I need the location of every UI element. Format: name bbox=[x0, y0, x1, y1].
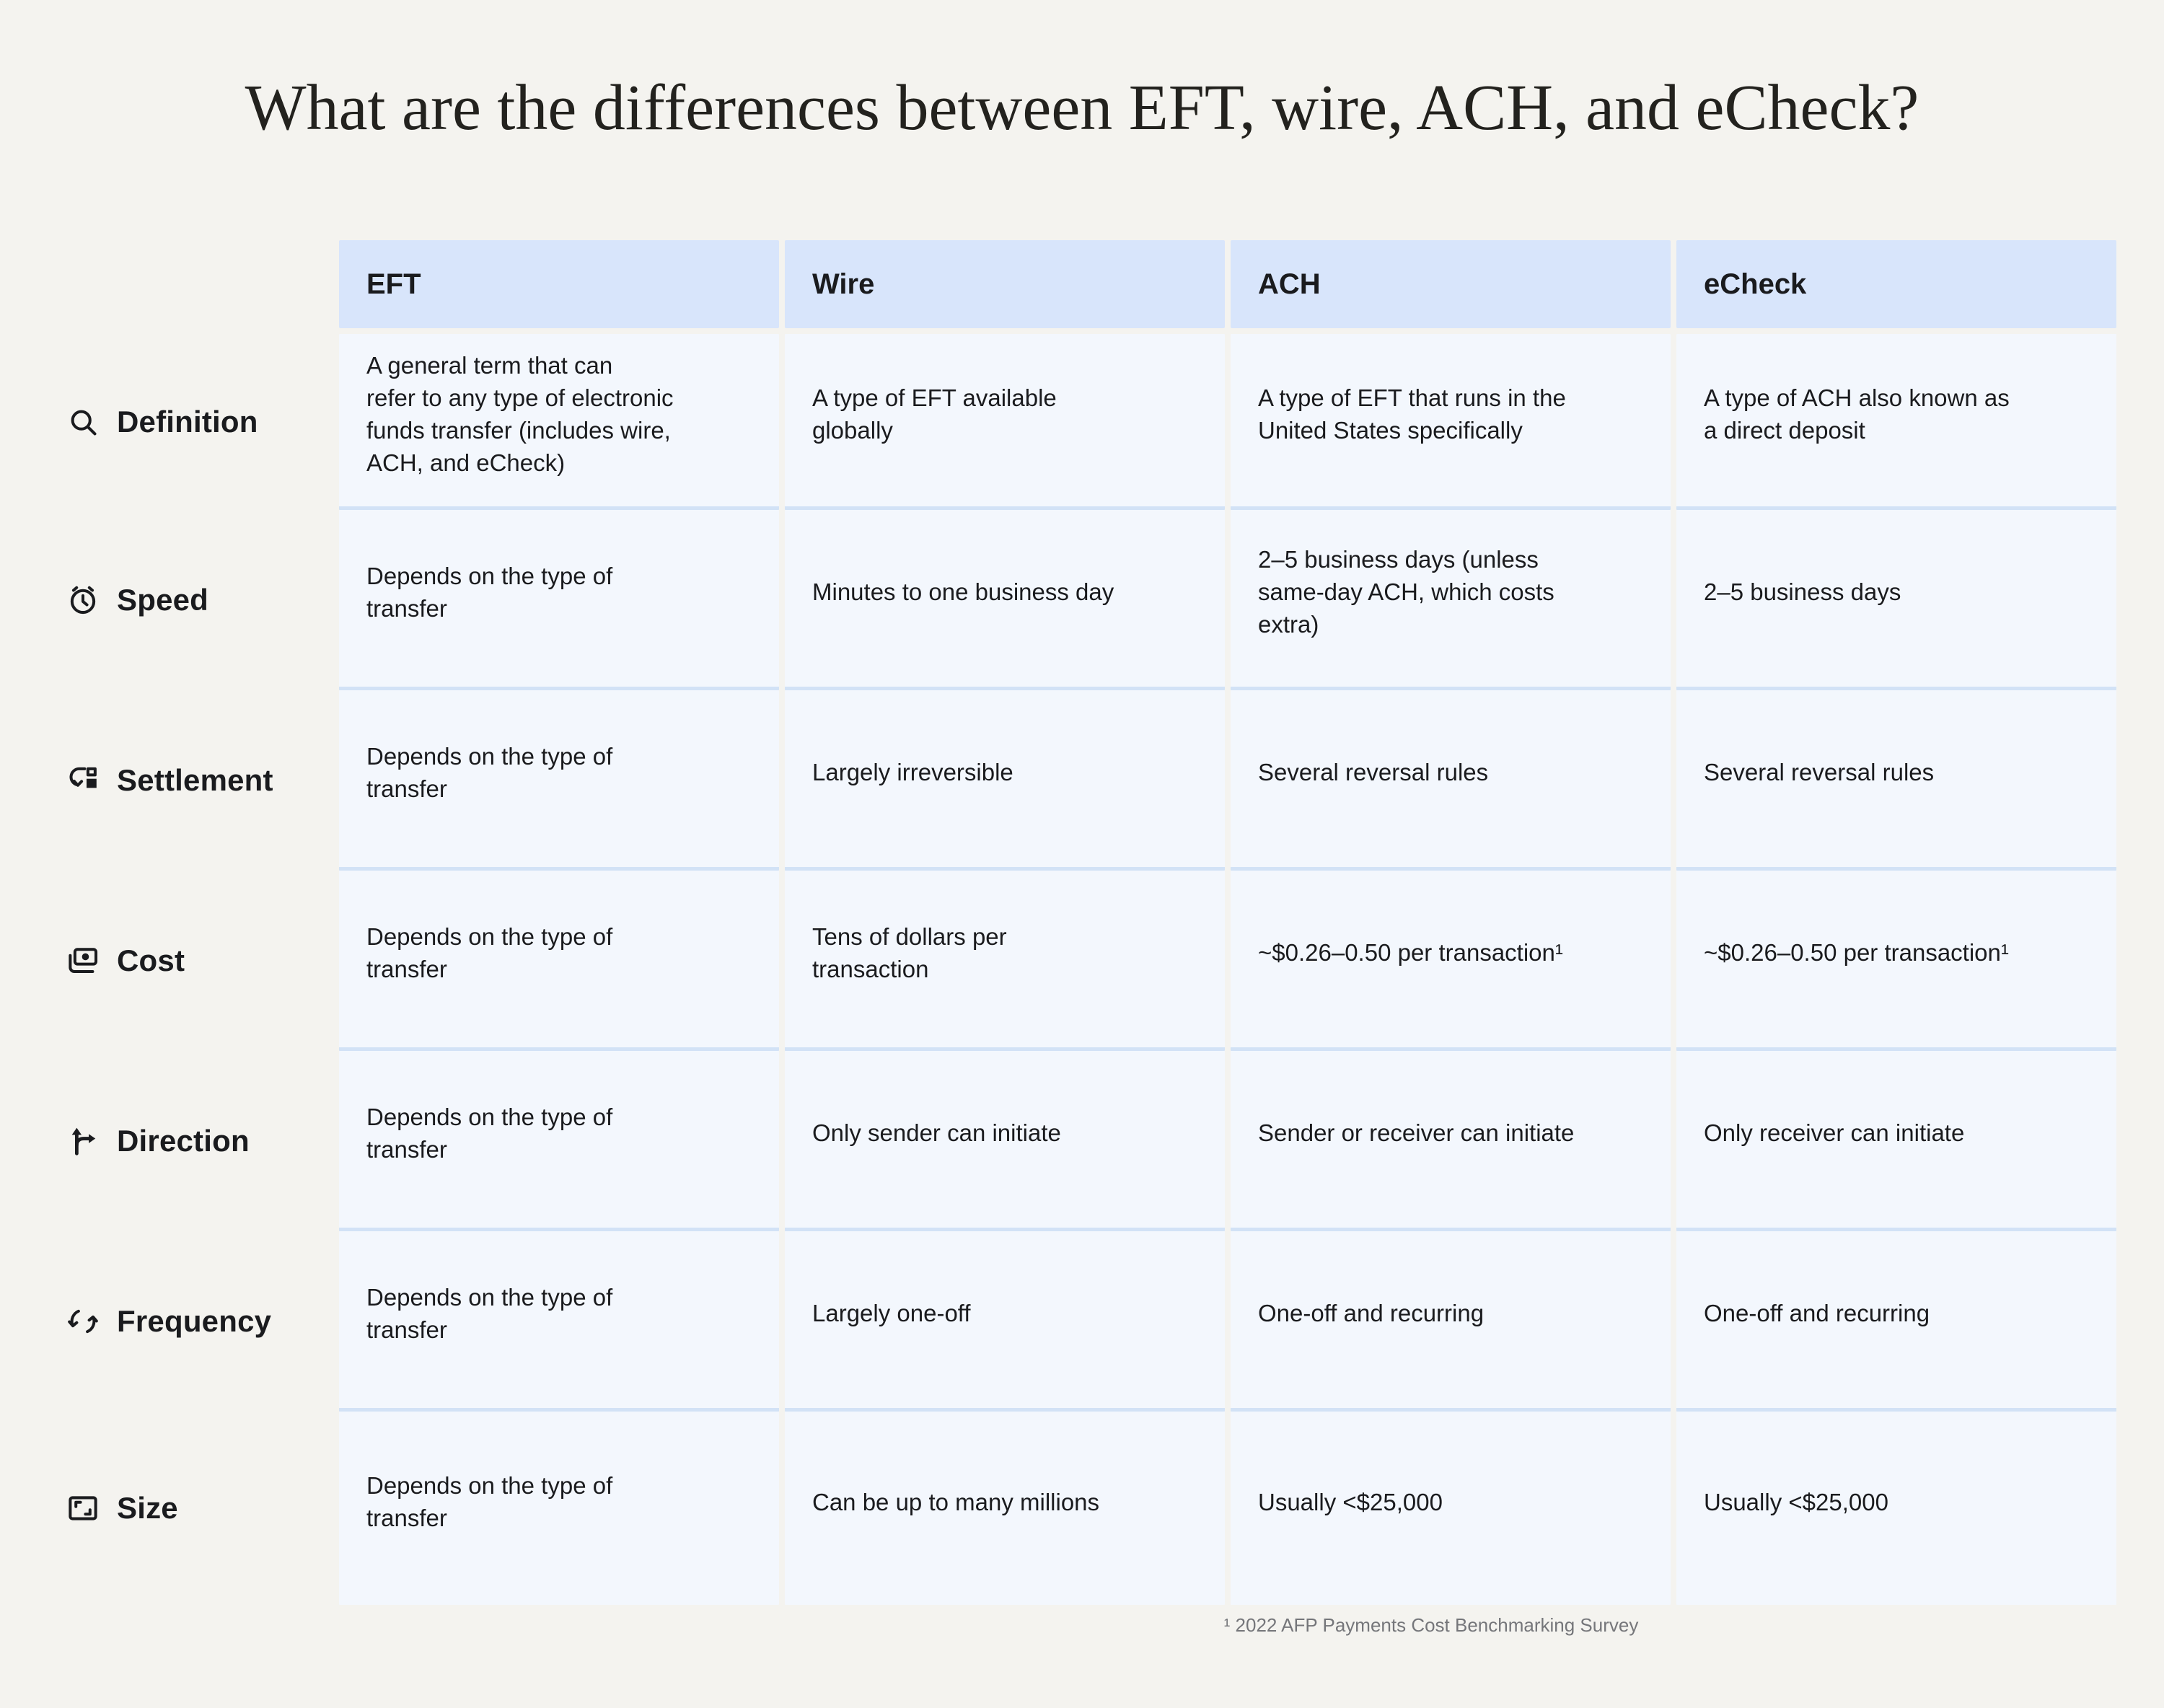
row-label-direction: Direction bbox=[65, 1051, 333, 1231]
cell-frequency-ach: One-off and recurring bbox=[1231, 1231, 1671, 1412]
cell-size-echeck: Usually <$25,000 bbox=[1676, 1412, 2116, 1605]
column-header-eft: EFT bbox=[339, 240, 779, 328]
cell-cost-ach: ~$0.26–0.50 per transaction¹ bbox=[1231, 871, 1671, 1051]
transfer-return-icon bbox=[66, 764, 100, 797]
row-label-cost: Cost bbox=[65, 871, 333, 1051]
cell-speed-wire: Minutes to one business day bbox=[785, 510, 1225, 690]
cell-settlement-ach: Several reversal rules bbox=[1231, 690, 1671, 871]
row-label-text: Direction bbox=[117, 1124, 250, 1158]
alarm-clock-icon bbox=[66, 584, 100, 617]
corner-spacer bbox=[65, 240, 333, 334]
cell-speed-ach: 2–5 business days (unless same-day ACH, … bbox=[1231, 510, 1671, 690]
search-icon bbox=[66, 405, 100, 439]
page-title: What are the differences between EFT, wi… bbox=[245, 72, 1919, 144]
column-header-echeck: eCheck bbox=[1676, 240, 2116, 328]
comparison-table: EFT Wire ACH eCheck Definition A general term… bbox=[65, 240, 2116, 1605]
row-label-text: Settlement bbox=[117, 763, 273, 797]
row-label-text: Definition bbox=[117, 405, 258, 439]
cell-settlement-eft: Depends on the type of transfer bbox=[339, 690, 779, 871]
row-label-size: Size bbox=[65, 1412, 333, 1605]
cell-direction-eft: Depends on the type of transfer bbox=[339, 1051, 779, 1231]
recurring-arrows-icon bbox=[66, 1305, 100, 1338]
row-label-settlement: Settlement bbox=[65, 690, 333, 871]
cell-size-wire: Can be up to many millions bbox=[785, 1412, 1225, 1605]
row-label-definition: Definition bbox=[65, 334, 333, 510]
cell-definition-ach: A type of EFT that runs in the United St… bbox=[1231, 334, 1671, 510]
cell-definition-eft: A general term that can refer to any typ… bbox=[339, 334, 779, 510]
cell-cost-eft: Depends on the type of transfer bbox=[339, 871, 779, 1051]
row-label-speed: Speed bbox=[65, 510, 333, 690]
footnote: ¹ 2022 AFP Payments Cost Benchmarking Su… bbox=[1223, 1614, 1639, 1636]
cell-direction-ach: Sender or receiver can initiate bbox=[1231, 1051, 1671, 1231]
cell-direction-wire: Only sender can initiate bbox=[785, 1051, 1225, 1231]
cell-speed-echeck: 2–5 business days bbox=[1676, 510, 2116, 690]
banknote-icon bbox=[66, 944, 100, 977]
row-label-text: Speed bbox=[117, 583, 209, 617]
cell-settlement-wire: Largely irreversible bbox=[785, 690, 1225, 871]
cell-size-eft: Depends on the type of transfer bbox=[339, 1412, 779, 1605]
cell-cost-echeck: ~$0.26–0.50 per transaction¹ bbox=[1676, 871, 2116, 1051]
cell-size-ach: Usually <$25,000 bbox=[1231, 1412, 1671, 1605]
cell-speed-eft: Depends on the type of transfer bbox=[339, 510, 779, 690]
scale-resize-icon bbox=[66, 1492, 100, 1525]
row-label-text: Cost bbox=[117, 943, 185, 977]
row-label-frequency: Frequency bbox=[65, 1231, 333, 1412]
row-label-text: Frequency bbox=[117, 1304, 272, 1338]
cell-frequency-eft: Depends on the type of transfer bbox=[339, 1231, 779, 1412]
cell-definition-wire: A type of EFT available globally bbox=[785, 334, 1225, 510]
cell-settlement-echeck: Several reversal rules bbox=[1676, 690, 2116, 871]
column-header-wire: Wire bbox=[785, 240, 1225, 328]
column-header-ach: ACH bbox=[1231, 240, 1671, 328]
cell-frequency-wire: Largely one-off bbox=[785, 1231, 1225, 1412]
cell-frequency-echeck: One-off and recurring bbox=[1676, 1231, 2116, 1412]
cell-definition-echeck: A type of ACH also known as a direct dep… bbox=[1676, 334, 2116, 510]
cell-cost-wire: Tens of dollars per transaction bbox=[785, 871, 1225, 1051]
cell-direction-echeck: Only receiver can initiate bbox=[1676, 1051, 2116, 1231]
fork-arrow-icon bbox=[66, 1124, 100, 1158]
row-label-text: Size bbox=[117, 1491, 178, 1525]
